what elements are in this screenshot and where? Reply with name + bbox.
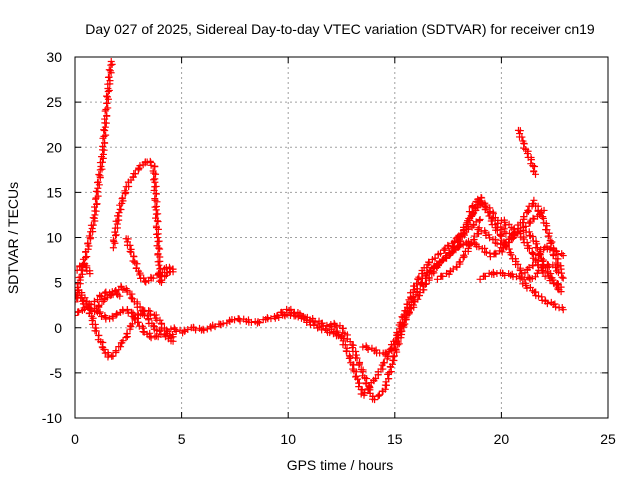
- x-tick-label: 0: [71, 431, 79, 447]
- y-tick-label: -10: [42, 410, 62, 426]
- y-tick-label: 25: [46, 94, 62, 110]
- x-axis-title: GPS time / hours: [287, 457, 394, 473]
- y-tick-label: 5: [54, 275, 62, 291]
- chart-background: [0, 0, 640, 480]
- y-tick-label: 15: [46, 184, 62, 200]
- chart: 0 5 10 15 20 25 -10 -5 0 5 10 15 20 25 30 Day 027 of 2…: [0, 0, 640, 480]
- x-tick-label: 10: [280, 431, 296, 447]
- x-tick-label: 25: [600, 431, 616, 447]
- x-tick-label: 5: [178, 431, 186, 447]
- y-tick-label: 10: [46, 230, 62, 246]
- chart-title: Day 027 of 2025, Sidereal Day-to-day VTE…: [85, 21, 595, 37]
- y-tick-label: 0: [54, 320, 62, 336]
- y-tick-label: -5: [50, 365, 63, 381]
- y-tick-label: 30: [46, 49, 62, 65]
- y-axis-title: SDTVAR / TECUs: [5, 182, 21, 294]
- x-tick-label: 20: [494, 431, 510, 447]
- x-tick-label: 15: [387, 431, 403, 447]
- y-tick-label: 20: [46, 139, 62, 155]
